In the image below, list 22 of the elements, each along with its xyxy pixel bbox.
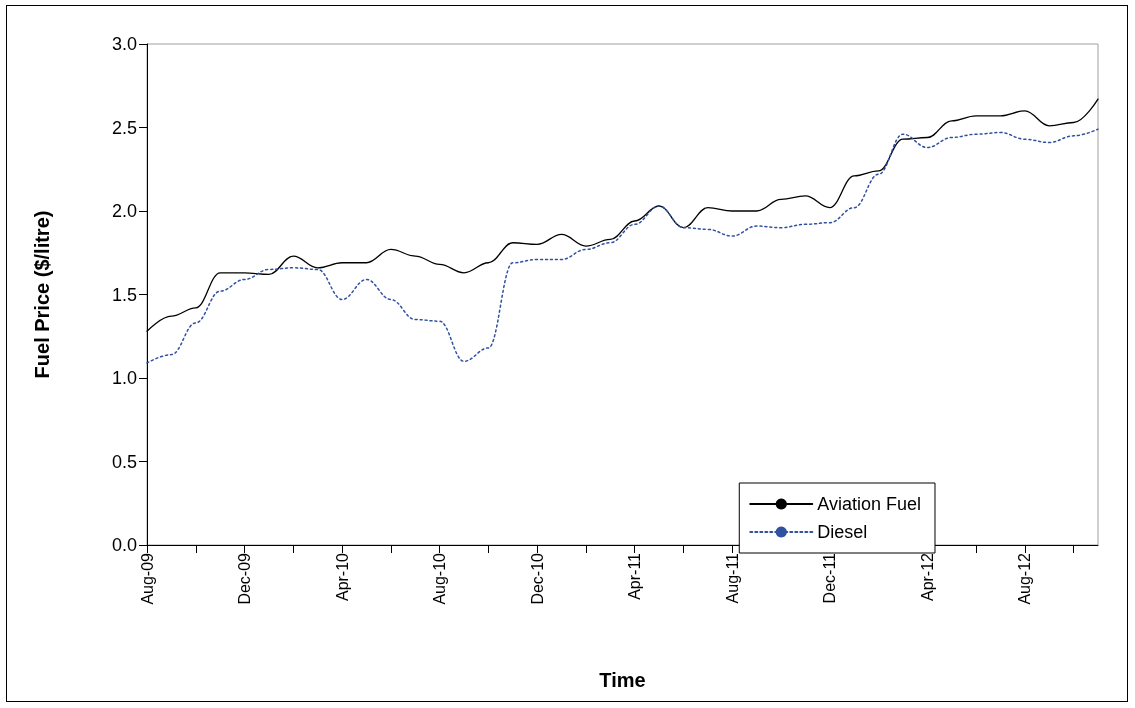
x-tick-label: Aug-09 [138,552,156,605]
y-tick-label: 1.5 [111,284,137,305]
line-series [146,128,1099,364]
x-axis-title: Time [599,669,646,691]
x-tick-label: Apr-12 [918,552,936,602]
x-tick-label: Aug-10 [431,552,449,605]
x-tick-label: Dec-10 [528,552,546,605]
legend-label: Diesel [817,522,868,542]
x-tick-label: Aug-12 [1016,552,1034,605]
y-tick-label: 2.0 [111,201,137,221]
x-tick-label: Apr-10 [333,552,351,602]
y-axis-title: Fuel Price ($/litre) [31,210,53,379]
x-tick-label: Aug-11 [723,552,741,604]
y-tick-label: 0.5 [111,451,137,472]
y-tick-label: 3.0 [111,34,137,54]
x-tick-label: Apr-11 [626,552,644,600]
x-tick-label: Dec-11 [821,552,839,604]
legend-label: Aviation Fuel [817,494,922,514]
y-tick-label: 0.0 [111,535,137,555]
y-tick-label: 1.0 [111,368,137,388]
y-tick-label: 2.5 [111,117,137,138]
x-tick-label: Dec-09 [236,552,254,605]
